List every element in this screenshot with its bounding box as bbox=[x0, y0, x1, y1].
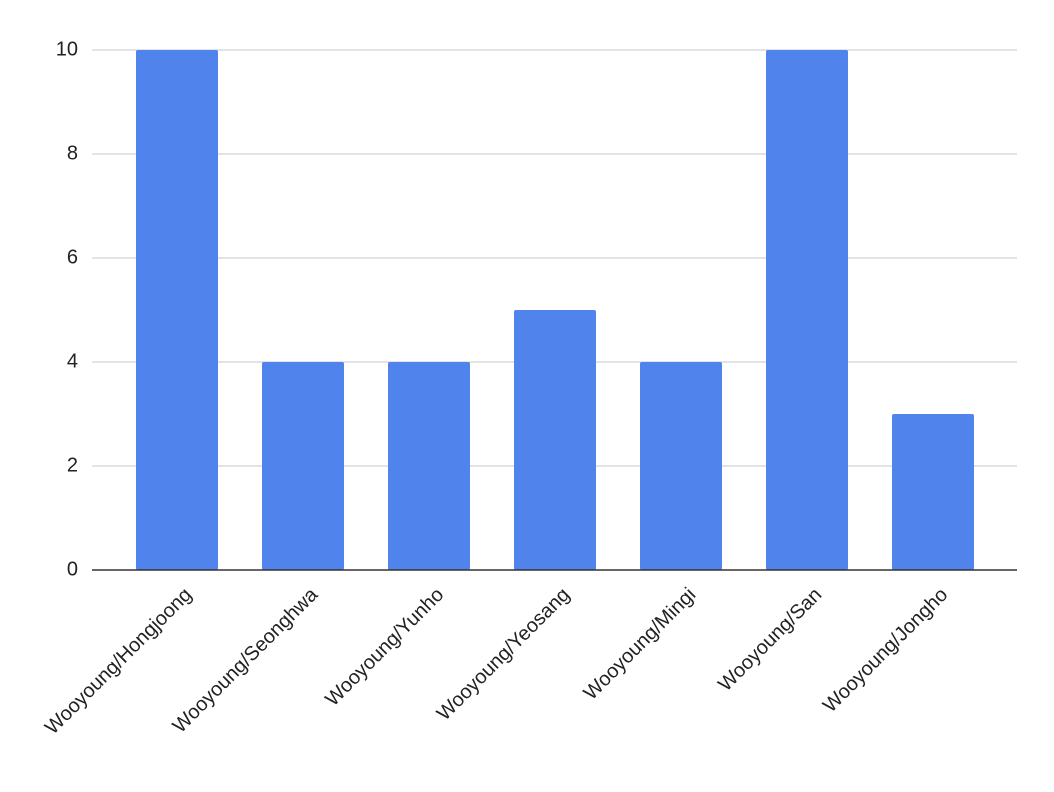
bar bbox=[136, 50, 218, 570]
x-tick-label: Wooyoung/Seonghwa bbox=[169, 583, 323, 737]
x-tick-label: Wooyoung/Mingi bbox=[580, 584, 701, 705]
bar bbox=[514, 310, 596, 570]
y-tick-label: 6 bbox=[67, 246, 78, 268]
x-tick-label: Wooyoung/Hongjoong bbox=[41, 584, 196, 739]
bar bbox=[766, 50, 848, 570]
bar bbox=[388, 362, 470, 570]
x-tick-label: Wooyoung/Yeosang bbox=[433, 584, 574, 725]
x-tick-label: Wooyoung/Yunho bbox=[321, 584, 448, 711]
x-tick-label: Wooyoung/Jongho bbox=[819, 584, 952, 717]
y-tick-label: 8 bbox=[67, 142, 78, 164]
y-tick-label: 4 bbox=[67, 350, 78, 372]
bar bbox=[640, 362, 722, 570]
y-tick-label: 0 bbox=[67, 558, 78, 580]
bar bbox=[892, 414, 974, 570]
y-tick-label: 2 bbox=[67, 454, 78, 476]
y-tick-label: 10 bbox=[56, 38, 78, 60]
bar bbox=[262, 362, 344, 570]
x-tick-label: Wooyoung/San bbox=[714, 584, 826, 696]
